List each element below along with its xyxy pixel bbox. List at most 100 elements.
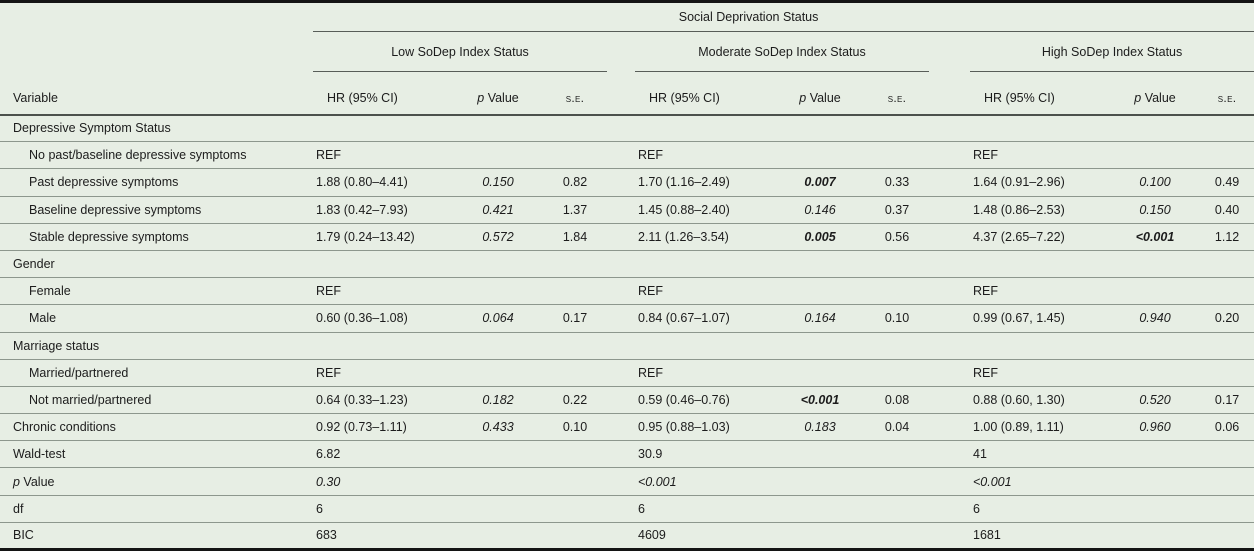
p-word: Value [487,90,519,105]
se-value [543,141,607,169]
se-column-header-low: s.e. [543,71,607,116]
row-gap [929,277,970,305]
row-gap [929,413,970,441]
se-value: 0.40 [1200,195,1254,224]
p-value [775,141,865,169]
hr-ci-value: 30.9 [635,440,775,468]
se-value: 1.84 [543,222,607,251]
p-value [453,494,543,523]
se-value: 0.10 [543,413,607,441]
hr-ci-value: 1.88 (0.80–4.41) [313,168,453,197]
p-value: 0.572 [453,222,543,251]
se-value: 0.82 [543,168,607,197]
hr-ci-value: 683 [313,521,453,550]
hr-ci-value: 1.48 (0.86–2.53) [970,195,1110,224]
hr-ci-value: <0.001 [970,467,1110,496]
group-header-row: Low SoDep Index Status Moderate SoDep In… [0,31,1254,72]
se-value: 0.49 [1200,168,1254,197]
hr-ci-value: REF [970,277,1110,305]
p-value: 0.146 [775,195,865,224]
se-value [1200,521,1254,550]
table-row: Chronic conditions 0.92 (0.73–1.11) 0.433 0… [0,413,1254,441]
hr-column-header-moderate: HR (95% CI) [635,71,775,116]
se-value: 0.08 [865,385,929,414]
row-gap [607,195,635,224]
p-value: 0.940 [1110,304,1200,332]
p-value [1110,440,1200,468]
hr-ci-value: 4609 [635,521,775,550]
se-value [1200,358,1254,387]
p-value [1110,521,1200,550]
p-value [775,440,865,468]
row-gap [607,168,635,197]
p-value: 0.520 [1110,385,1200,414]
p-value [775,467,865,496]
se-value [1200,494,1254,523]
p-value [453,440,543,468]
p-value [453,467,543,496]
row-gap [929,385,970,414]
se-value [865,521,929,550]
table-row: p Value 0.30 <0.001 <0.001 [0,467,1254,496]
row-gap [929,440,970,468]
variable-column-header: Variable [0,71,313,116]
row-label: Male [0,304,313,332]
hr-ci-value: 1681 [970,521,1110,550]
p-value [1110,277,1200,305]
p-value: 0.064 [453,304,543,332]
row-gap [607,141,635,169]
p-value [1110,358,1200,387]
group-header-high: High SoDep Index Status [970,31,1254,72]
hr-ci-value: 1.70 (1.16–2.49) [635,168,775,197]
p-value [453,358,543,387]
se-value: 0.22 [543,385,607,414]
table-row: Male 0.60 (0.36–1.08) 0.064 0.17 0.84 (0.67–… [0,304,1254,332]
p-value: 0.005 [775,222,865,251]
spanner-spacer [0,2,313,32]
p-column-header-moderate: p Value [775,71,865,116]
p-column-header-high: p Value [1110,71,1200,116]
hr-ci-value: 1.00 (0.89, 1.11) [970,413,1110,441]
hr-ci-value: <0.001 [635,467,775,496]
row-label: No past/baseline depressive symptoms [0,141,313,169]
hr-ci-value: 1.64 (0.91–2.96) [970,168,1110,197]
row-label: df [0,494,313,523]
table-row: Past depressive symptoms 1.88 (0.80–4.41)… [0,168,1254,197]
group-gap [607,32,635,72]
hr-ci-value: 0.64 (0.33–1.23) [313,385,453,414]
p-value: 0.007 [775,168,865,197]
row-gap [607,222,635,251]
row-gap [607,521,635,550]
row-label: Past depressive symptoms [0,168,313,197]
se-value [865,467,929,496]
table-body: Depressive Symptom Status No past/baselin… [0,113,1254,550]
se-value [543,467,607,496]
spanner-title-row: Social Deprivation Status [0,1,1254,32]
p-value: 0.182 [453,385,543,414]
hr-column-header-high: HR (95% CI) [970,71,1110,116]
p-value [453,277,543,305]
p-value [453,521,543,550]
p-value: <0.001 [775,385,865,414]
se-value [865,141,929,169]
section-label: Marriage status [0,331,1254,360]
row-label: p Value [0,467,313,496]
row-gap [929,195,970,224]
row-gap [607,494,635,523]
p-value: 0.421 [453,195,543,224]
row-label: Married/partnered [0,358,313,387]
hr-ci-value: 1.83 (0.42–7.93) [313,195,453,224]
table-row: No past/baseline depressive symptoms REF R… [0,141,1254,169]
se-column-header-moderate: s.e. [865,71,929,116]
row-gap [607,304,635,332]
row-gap [607,358,635,387]
p-value: 0.150 [453,168,543,197]
se-value: 0.17 [1200,385,1254,414]
group-gap [929,32,970,72]
p-value [1110,494,1200,523]
row-gap [929,467,970,496]
row-label: Baseline depressive symptoms [0,195,313,224]
hr-ci-value: REF [313,358,453,387]
p-value: 0.100 [1110,168,1200,197]
p-symbol: p [1134,90,1142,105]
